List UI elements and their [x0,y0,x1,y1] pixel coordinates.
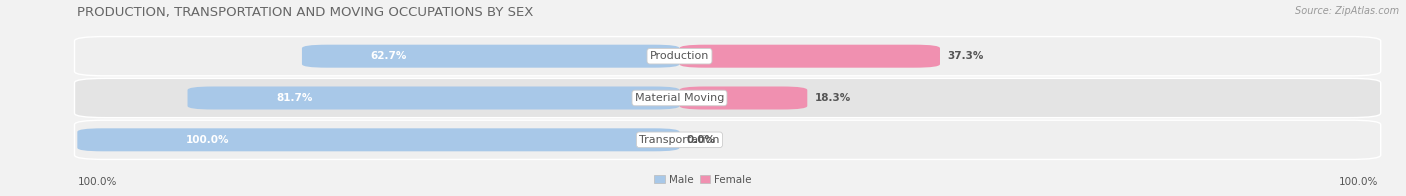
Text: 18.3%: 18.3% [814,93,851,103]
Text: Production: Production [650,51,709,61]
Text: PRODUCTION, TRANSPORTATION AND MOVING OCCUPATIONS BY SEX: PRODUCTION, TRANSPORTATION AND MOVING OC… [77,6,534,19]
FancyBboxPatch shape [75,37,1381,76]
FancyBboxPatch shape [77,128,679,151]
Legend: Male, Female: Male, Female [650,171,756,189]
FancyBboxPatch shape [75,78,1381,118]
Text: 100.0%: 100.0% [1339,177,1378,187]
FancyBboxPatch shape [679,45,941,68]
FancyBboxPatch shape [679,86,807,110]
FancyBboxPatch shape [302,45,679,68]
Text: 62.7%: 62.7% [370,51,406,61]
FancyBboxPatch shape [75,120,1381,159]
Text: 0.0%: 0.0% [686,135,716,145]
Text: 100.0%: 100.0% [77,177,117,187]
Text: 81.7%: 81.7% [276,93,312,103]
Text: Material Moving: Material Moving [634,93,724,103]
Text: 37.3%: 37.3% [948,51,983,61]
Text: Source: ZipAtlas.com: Source: ZipAtlas.com [1295,6,1399,16]
Text: Transportation: Transportation [640,135,720,145]
Text: 100.0%: 100.0% [186,135,229,145]
FancyBboxPatch shape [187,86,679,110]
